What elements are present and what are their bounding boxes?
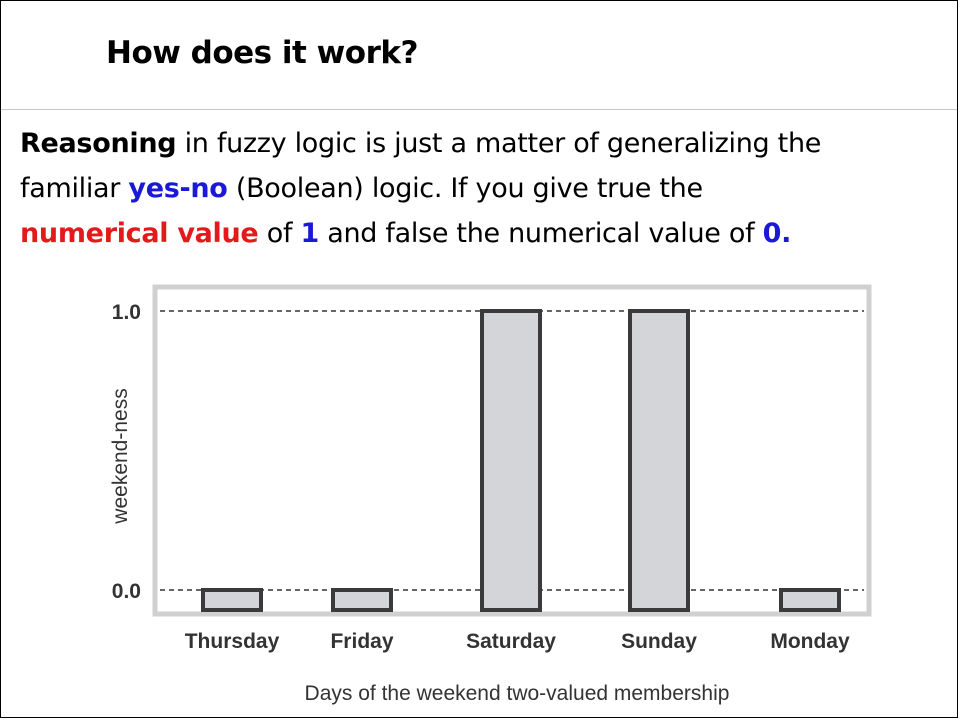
slide-title: How does it work? (106, 35, 419, 71)
paragraph-text: of (258, 218, 301, 249)
paragraph-text: and false the numerical value of (318, 218, 763, 249)
x-tick-label: Friday (330, 630, 393, 653)
paragraph-text: (Boolean) logic. If you give true the (227, 173, 703, 204)
bar (628, 309, 690, 612)
paragraph-text: in fuzzy logic is just a matter of gener… (176, 128, 822, 159)
yes-no-term: yes-no (128, 173, 228, 204)
x-tick-label: Thursday (185, 630, 280, 653)
reasoning-term: Reasoning (20, 128, 177, 159)
y-tick-label: 1.0 (112, 301, 141, 324)
value-one: 1 (300, 218, 319, 249)
paragraph-line-2: familiar yes-no (Boolean) logic. If you … (20, 166, 940, 211)
bar (201, 588, 263, 612)
paragraph-line-3: numerical value of 1 and false the numer… (20, 211, 940, 256)
x-tick-label: Sunday (621, 630, 697, 653)
numerical-value-term: numerical value (20, 218, 259, 249)
bar (779, 588, 841, 612)
y-axis-label: weekend-ness (109, 388, 132, 524)
x-tick-label: Saturday (466, 630, 556, 653)
y-tick-label: 0.0 (112, 580, 141, 603)
x-tick-label: Monday (770, 630, 850, 653)
bar (480, 309, 542, 612)
paragraph-line-1: Reasoning in fuzzy logic is just a matte… (20, 121, 940, 166)
paragraph-text: familiar (20, 173, 129, 204)
x-axis-label: Days of the weekend two-valued membershi… (305, 682, 730, 705)
bar (331, 588, 393, 612)
value-zero: 0. (762, 218, 792, 249)
title-area: How does it work? (1, 1, 957, 110)
body-paragraph: Reasoning in fuzzy logic is just a matte… (20, 121, 940, 256)
